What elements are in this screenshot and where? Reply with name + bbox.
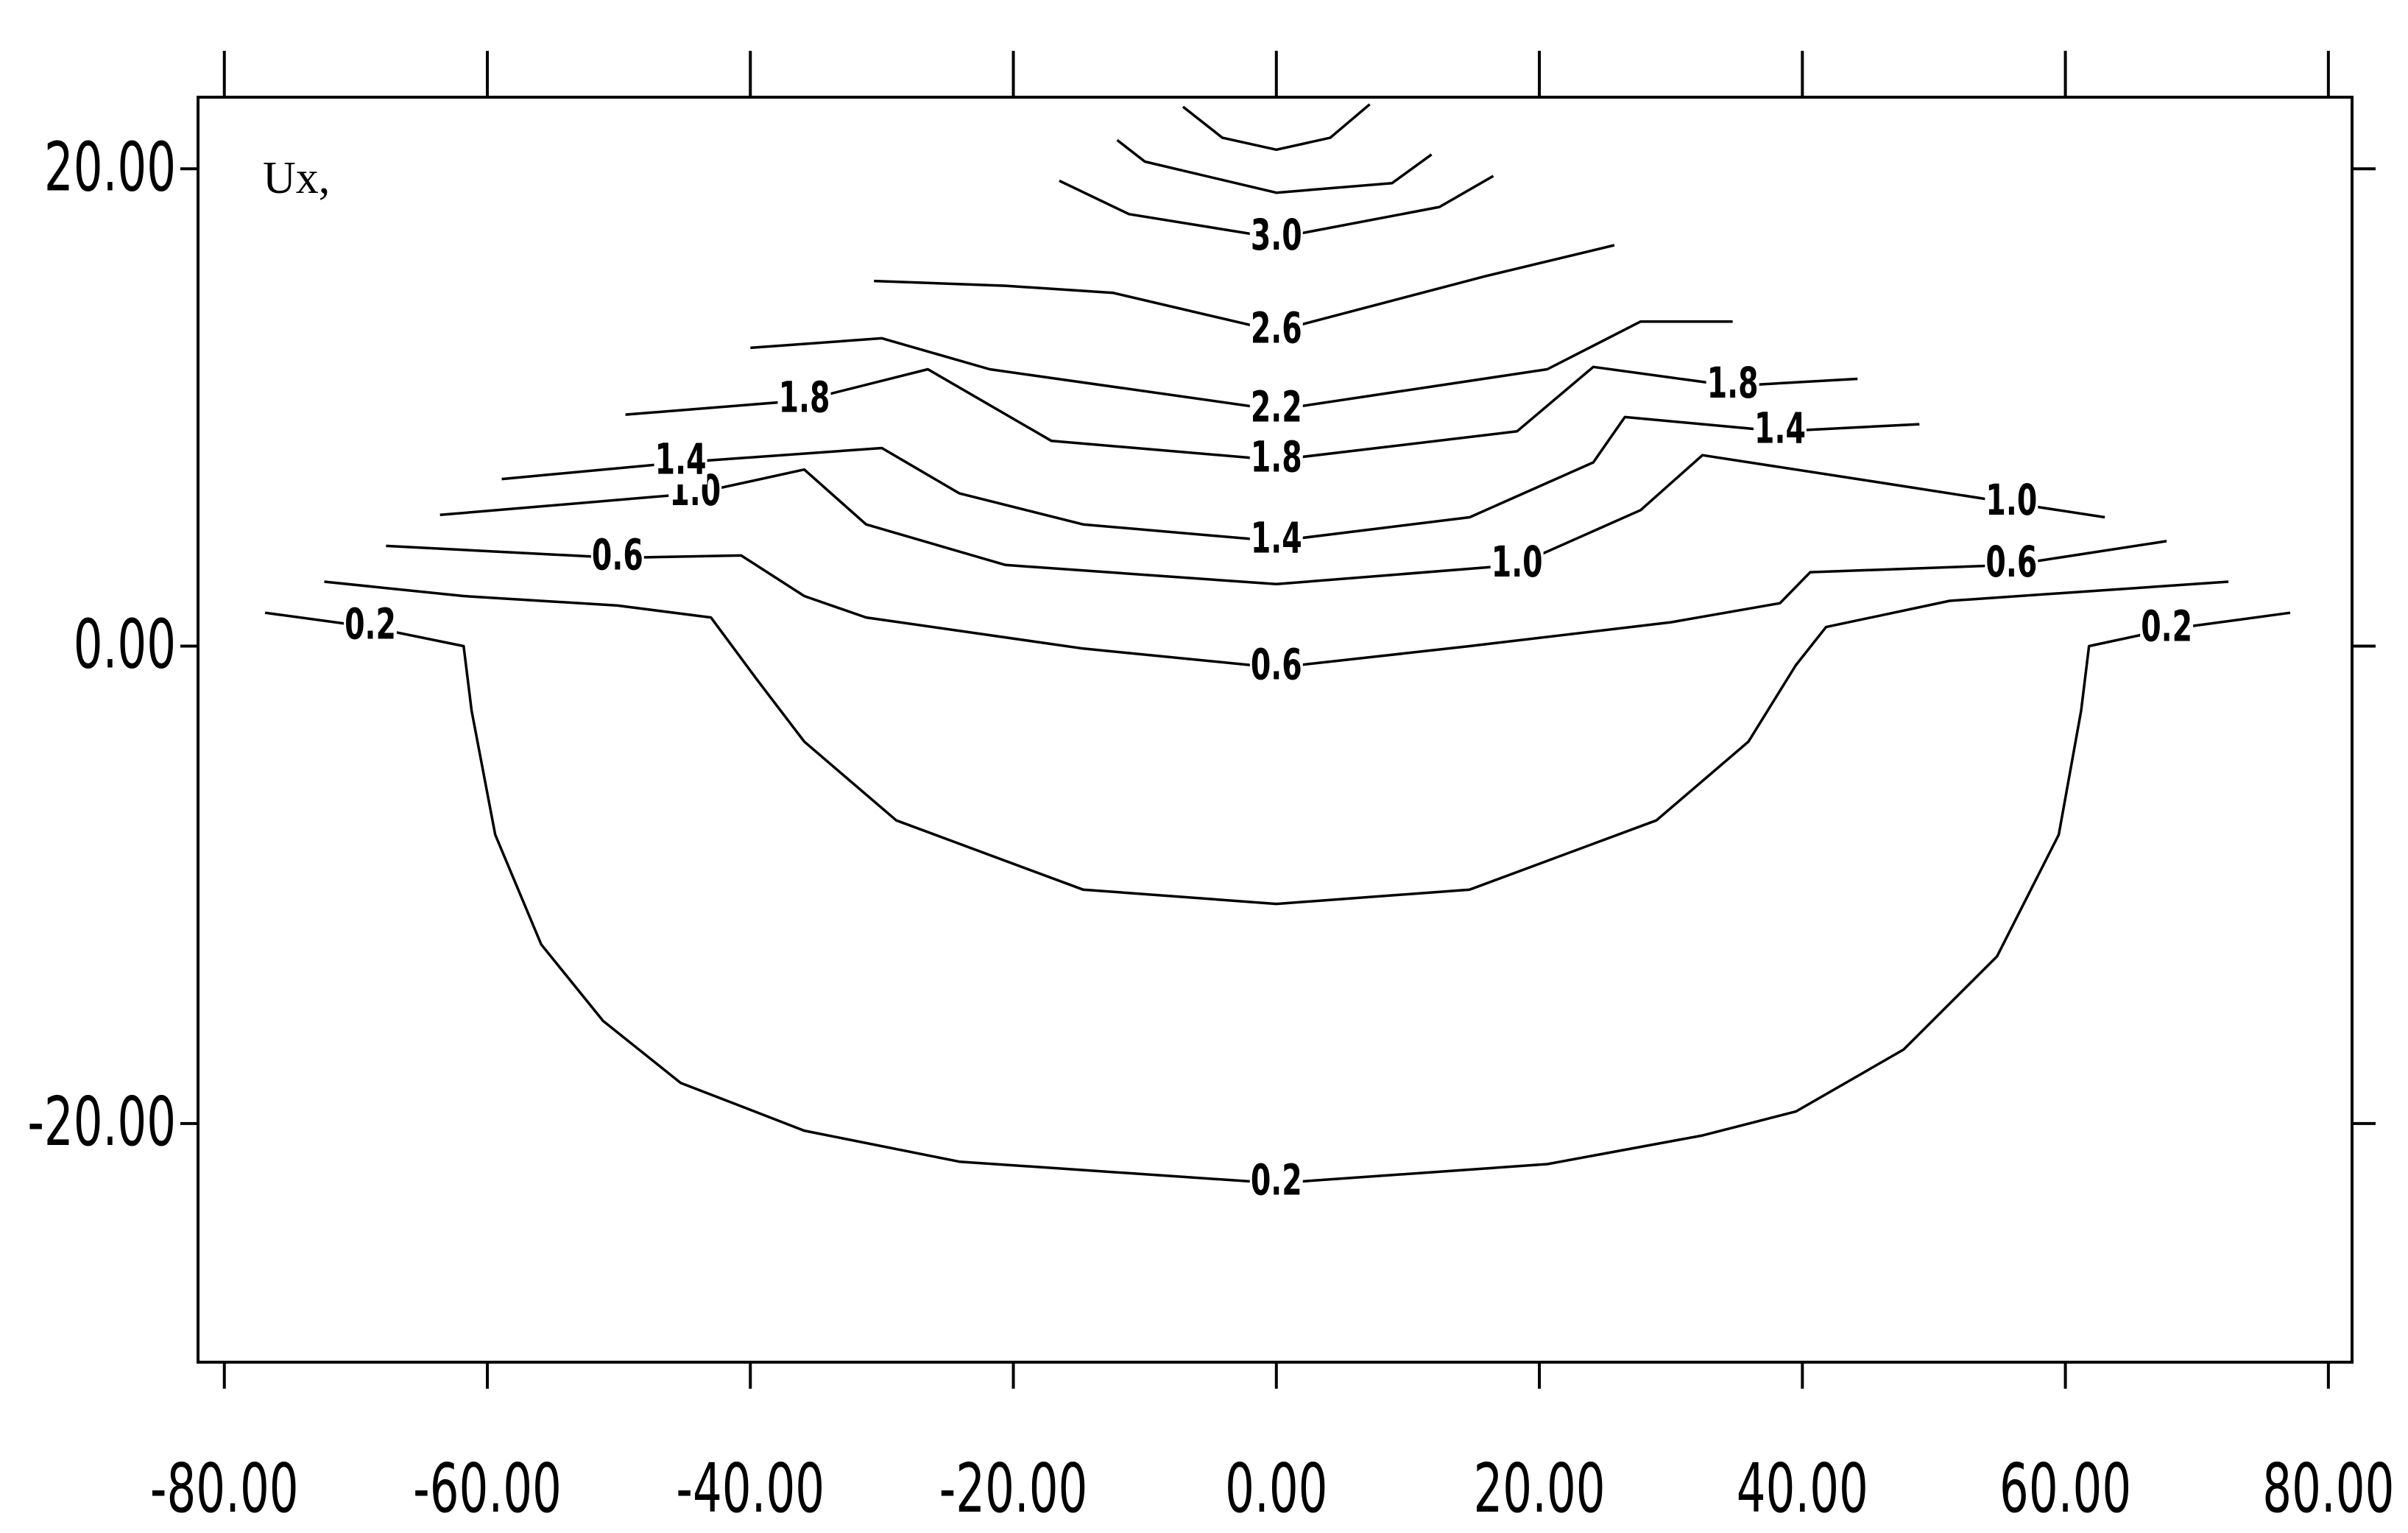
annotation: Ux, [263, 153, 330, 203]
contour-label: 3.0 [1251, 210, 1302, 260]
x-tick-label: 60.00 [1999, 1449, 2131, 1529]
contour-label: 0.2 [1251, 1155, 1302, 1205]
x-tick-label: 0.00 [1225, 1449, 1327, 1529]
contour-label: 0.6 [1251, 640, 1302, 690]
x-tick-label-group: -60.00 [413, 1449, 562, 1529]
x-tick-label: -40.00 [676, 1449, 825, 1529]
x-tick-label: 20.00 [1474, 1449, 1606, 1529]
contour-label: 1.4 [1754, 403, 1806, 454]
contour-label: 2.2 [1251, 382, 1302, 432]
y-tick-label: -20.00 [27, 1082, 176, 1162]
contour-label-bg [1249, 309, 1303, 353]
y-tick-label: 0.00 [74, 605, 176, 684]
contour-label-group: 1.8 [779, 373, 830, 423]
contour-label-group: 0.6 [1985, 537, 2037, 587]
x-tick-label-group: 60.00 [1999, 1449, 2131, 1529]
contour-label: 1.8 [779, 373, 830, 423]
contour-label-bg [590, 535, 644, 580]
contour-label-group: 0.2 [1251, 1155, 1302, 1205]
x-tick-label: -20.00 [939, 1449, 1088, 1529]
x-tick-label: 80.00 [2262, 1449, 2394, 1529]
y-tick-label: 20.00 [44, 127, 176, 207]
contour-label-group: 0.2 [2141, 602, 2192, 652]
contour-label-group: 0.2 [345, 599, 396, 649]
contour-label-bg [1249, 387, 1303, 432]
contour-line [1182, 103, 1371, 152]
contour-label-group: 1.4 [1251, 513, 1302, 563]
contour-label-bg [1985, 481, 2038, 526]
contour-line [264, 611, 2291, 1185]
contour-label-bg [1706, 364, 1759, 409]
x-tick-label-group: 40.00 [1737, 1449, 1868, 1529]
x-tick-label-group: 0.00 [1225, 1449, 1327, 1529]
contour-label: 0.6 [592, 530, 643, 580]
contour-label: 1.0 [1491, 537, 1543, 587]
contour-label-group: 1.0 [1985, 475, 2037, 525]
contour-label-bg [344, 605, 398, 649]
contour-label: 0.2 [345, 599, 396, 649]
contour-line [1116, 138, 1433, 194]
contour-label-bg [1490, 543, 1544, 588]
x-tick-label: -60.00 [413, 1449, 562, 1529]
x-tick-label-group: 20.00 [1474, 1449, 1606, 1529]
contour-label-group: 0.6 [592, 530, 643, 580]
x-tick-label-group: -40.00 [676, 1449, 825, 1529]
contour-line [750, 320, 1733, 412]
y-tick-label-group: 0.00 [74, 605, 176, 684]
contour-label: 1.4 [655, 434, 707, 484]
contour-label-bg [2140, 607, 2194, 652]
contour-label-group: 0.6 [1251, 640, 1302, 690]
contour-line [874, 244, 1615, 333]
contour-label-group: 1.8 [1707, 358, 1759, 408]
contour-label-bg [777, 378, 831, 423]
contour-label-bg [1249, 645, 1303, 690]
contour-label-group: 1.8 [1251, 432, 1302, 482]
contour-label: 1.0 [1985, 475, 2037, 525]
contour-label-group: 1.4 [1754, 403, 1806, 454]
contour-label-bg [1249, 518, 1303, 563]
contour-label-group: 2.6 [1251, 303, 1302, 353]
contour-label: 1.8 [1251, 432, 1302, 482]
contour-label-bg [1985, 543, 2038, 588]
x-tick-label-group: -80.00 [150, 1449, 299, 1529]
contour-label-group: 3.0 [1251, 210, 1302, 260]
x-tick-label: -80.00 [150, 1449, 299, 1529]
contour-label-bg [1753, 409, 1807, 454]
contour-label-bg [1249, 437, 1303, 482]
contour-label: 2.6 [1251, 303, 1302, 353]
contour-label: 0.2 [2141, 602, 2192, 652]
contour-line [439, 454, 2105, 586]
x-tick-label-group: -20.00 [939, 1449, 1088, 1529]
contour-label-group: 1.4 [655, 434, 707, 484]
y-tick-label-group: 20.00 [44, 127, 176, 207]
contour-label-bg [654, 440, 707, 484]
contour-label-bg [1249, 216, 1303, 261]
contour-label-group: 1.0 [1491, 537, 1543, 587]
x-tick-label-group: 80.00 [2262, 1449, 2394, 1529]
contour-label: 0.6 [1985, 537, 2037, 587]
contour-label: 1.8 [1707, 358, 1759, 408]
x-tick-label: 40.00 [1737, 1449, 1868, 1529]
y-tick-label-group: -20.00 [27, 1082, 176, 1162]
contour-line [324, 580, 2229, 906]
contour-label-group: 2.2 [1251, 382, 1302, 432]
contour-label: 1.4 [1251, 513, 1302, 563]
contour-label-bg [1249, 1160, 1303, 1205]
